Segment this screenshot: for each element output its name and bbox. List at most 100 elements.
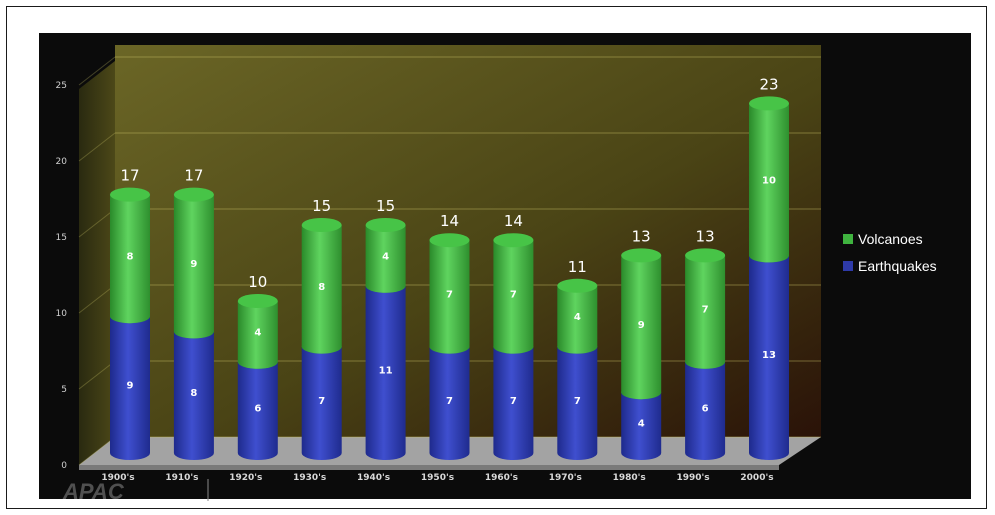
- bar-earthquakes-body: [557, 346, 598, 460]
- y-axis: 0 5 10 15 20 25: [56, 81, 68, 471]
- data-label-earthquakes: 13: [762, 350, 776, 361]
- bar-volcanoes: [685, 248, 726, 369]
- gridline-side: [78, 208, 116, 238]
- data-label-volcanoes: 10: [762, 175, 776, 186]
- data-label-volcanoes: 4: [574, 312, 581, 323]
- bars: 9 8 17 8 9 17 6 4 10 7 8 15 11 4 15 7 7 14 7 7 14 7 4 11 4 9 13 6 7 1…: [110, 75, 789, 460]
- chart-floor-front: [79, 465, 779, 470]
- x-tick-label: 1920's: [229, 473, 262, 483]
- data-label-volcanoes: 7: [446, 289, 453, 300]
- bar-volcanoes-body: [110, 194, 150, 324]
- data-label-earthquakes: 11: [379, 365, 393, 376]
- gridline-side: [78, 360, 116, 390]
- legend-swatch-earthquakes: [843, 261, 853, 271]
- data-label-total: 17: [184, 167, 203, 185]
- data-label-earthquakes: 7: [446, 396, 453, 407]
- data-label-volcanoes: 7: [702, 305, 709, 316]
- bar-volcanoes-top: [557, 278, 598, 293]
- data-label-volcanoes: 8: [127, 251, 134, 262]
- data-label-volcanoes: 9: [190, 259, 197, 270]
- bar-volcanoes: [749, 96, 789, 263]
- x-tick-label: 1970's: [549, 473, 582, 483]
- bar-volcanoes-top: [429, 233, 470, 248]
- data-label-total: 14: [504, 212, 523, 230]
- bar-volcanoes: [493, 233, 534, 354]
- data-label-total: 14: [440, 212, 459, 230]
- data-label-total: 23: [759, 75, 778, 93]
- bar-volcanoes-body: [621, 255, 662, 400]
- watermark-logo: APAC: [62, 479, 125, 504]
- bar-volcanoes-body: [685, 255, 726, 369]
- watermark-divider: [207, 479, 209, 501]
- bar-volcanoes-top: [493, 233, 534, 248]
- bar-earthquakes-body: [237, 361, 278, 460]
- y-tick-label: 10: [56, 309, 68, 319]
- bar-earthquakes-body: [493, 346, 534, 460]
- data-label-earthquakes: 7: [510, 396, 517, 407]
- x-tick-label: 1910's: [165, 473, 198, 483]
- legend-label-volcanoes: Volcanoes: [858, 231, 923, 247]
- bar-volcanoes: [557, 278, 598, 354]
- x-tick-label: 1940's: [357, 473, 390, 483]
- bar-earthquakes-body: [621, 392, 662, 460]
- bar-earthquakes-body: [301, 346, 342, 460]
- bar-volcanoes-body: [493, 240, 534, 354]
- y-tick-label: 0: [61, 461, 67, 471]
- y-tick-label: 5: [61, 385, 67, 395]
- bar-volcanoes-body: [173, 194, 214, 339]
- data-label-total: 11: [568, 258, 587, 276]
- bar-volcanoes-body: [237, 301, 278, 369]
- data-label-total: 17: [120, 167, 139, 185]
- bar-volcanoes-top: [749, 96, 789, 111]
- data-label-earthquakes: 7: [574, 396, 581, 407]
- bar-earthquakes-body: [429, 346, 470, 460]
- gridline-side: [78, 56, 116, 86]
- y-tick-label: 20: [56, 157, 68, 167]
- data-label-volcanoes: 4: [382, 251, 389, 262]
- bar-volcanoes: [110, 187, 150, 324]
- y-tick-label: 25: [56, 81, 67, 91]
- bar-volcanoes-body: [365, 225, 406, 293]
- data-label-total: 13: [696, 227, 715, 245]
- data-label-earthquakes: 6: [702, 403, 709, 414]
- x-tick-label: 1990's: [677, 473, 710, 483]
- gridline-side: [78, 132, 116, 162]
- legend-label-earthquakes: Earthquakes: [858, 258, 937, 274]
- bar-volcanoes-top: [301, 218, 342, 232]
- data-label-total: 10: [248, 273, 267, 291]
- bar-volcanoes-top: [685, 248, 726, 263]
- x-tick-label: 1980's: [613, 473, 646, 483]
- bar-earthquakes-body: [110, 316, 150, 460]
- gridline-side: [78, 284, 116, 314]
- bar-volcanoes-top: [365, 218, 406, 232]
- data-label-total: 13: [632, 227, 651, 245]
- bar-volcanoes: [173, 187, 214, 339]
- x-tick-label: 1930's: [293, 473, 326, 483]
- bar-volcanoes-body: [557, 285, 598, 354]
- bar-earthquakes-body: [749, 255, 789, 460]
- x-tick-label: 1950's: [421, 473, 454, 483]
- bar-earthquakes-body: [685, 361, 726, 460]
- data-label-total: 15: [376, 197, 395, 215]
- bar-volcanoes-top: [621, 248, 662, 263]
- bar-volcanoes: [301, 218, 342, 354]
- bar-volcanoes-body: [749, 103, 789, 263]
- bar-volcanoes-top: [110, 187, 150, 202]
- data-label-volcanoes: 8: [318, 282, 325, 293]
- data-label-earthquakes: 9: [127, 381, 134, 392]
- chart-frame: 0 5 10 15 20 25 9 8 17 8 9 17 6 4 10 7 8 15 11 4 15 7 7 14 7 7 14…: [6, 6, 987, 509]
- gridline-side: [78, 436, 116, 466]
- chart-side-wall: [79, 61, 115, 465]
- data-label-volcanoes: 9: [638, 320, 645, 331]
- bar-volcanoes: [429, 233, 470, 354]
- data-label-total: 15: [312, 197, 331, 215]
- x-tick-label: 2000's: [740, 473, 773, 483]
- bar-volcanoes-top: [237, 294, 278, 308]
- legend: Volcanoes Earthquakes: [843, 231, 937, 274]
- legend-swatch-volcanoes: [843, 234, 853, 244]
- y-tick-label: 15: [56, 233, 67, 243]
- data-label-earthquakes: 6: [254, 403, 261, 414]
- bar-volcanoes: [621, 248, 662, 400]
- bar-volcanoes-body: [429, 240, 470, 354]
- bar-volcanoes: [237, 294, 278, 369]
